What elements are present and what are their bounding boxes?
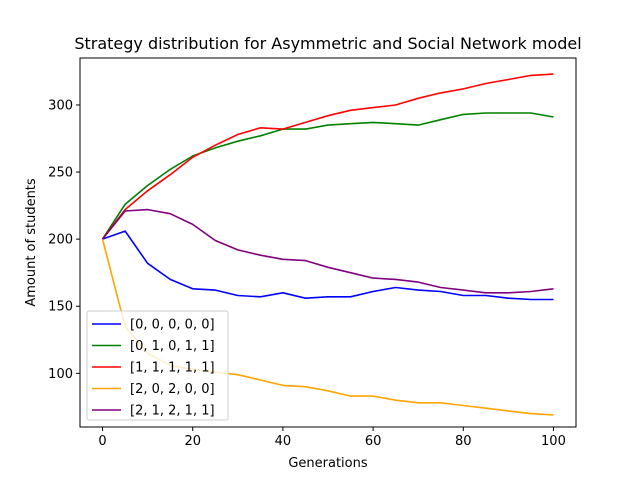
y-tick-label-2: 200: [48, 233, 73, 248]
x-tick-label-3: 60: [365, 434, 382, 449]
y-tick-label-0: 100: [48, 367, 73, 382]
legend-label-3: [2, 0, 2, 0, 0]: [130, 382, 215, 397]
series-line-0: [102, 230, 554, 301]
y-tick-label-4: 300: [48, 98, 73, 113]
legend: [0, 0, 0, 0, 0] [0, 1, 0, 1, 1] [1, 1, 1, …: [86, 310, 229, 421]
series-line-1: [101, 112, 554, 240]
legend-frame: [86, 310, 229, 421]
y-axis: 100 150 200 250 300: [48, 98, 80, 382]
x-tick-label-4: 80: [455, 434, 472, 449]
y-tick-label-3: 250: [48, 166, 73, 181]
legend-label-2: [1, 1, 1, 1, 1]: [130, 361, 215, 376]
legend-label-0: [0, 0, 0, 0, 0]: [130, 318, 215, 333]
x-tick-label-5: 100: [541, 434, 566, 449]
chart-title: Strategy distribution for Asymmetric and…: [74, 34, 581, 53]
x-axis: 0 20 40 60 80 100: [98, 427, 566, 449]
x-tick-label-1: 20: [184, 434, 201, 449]
y-axis-title: Amount of students: [24, 178, 39, 307]
axes-frame: [79, 57, 577, 428]
series-line-2: [101, 73, 554, 240]
series-line-4: [101, 208, 554, 294]
x-axis-title: Generations: [288, 456, 368, 471]
x-tick-label-2: 40: [275, 434, 292, 449]
legend-label-1: [0, 1, 0, 1, 1]: [130, 339, 215, 354]
y-tick-label-1: 150: [48, 300, 73, 315]
legend-label-4: [2, 1, 2, 1, 1]: [130, 404, 215, 419]
x-tick-label-0: 0: [98, 434, 106, 449]
